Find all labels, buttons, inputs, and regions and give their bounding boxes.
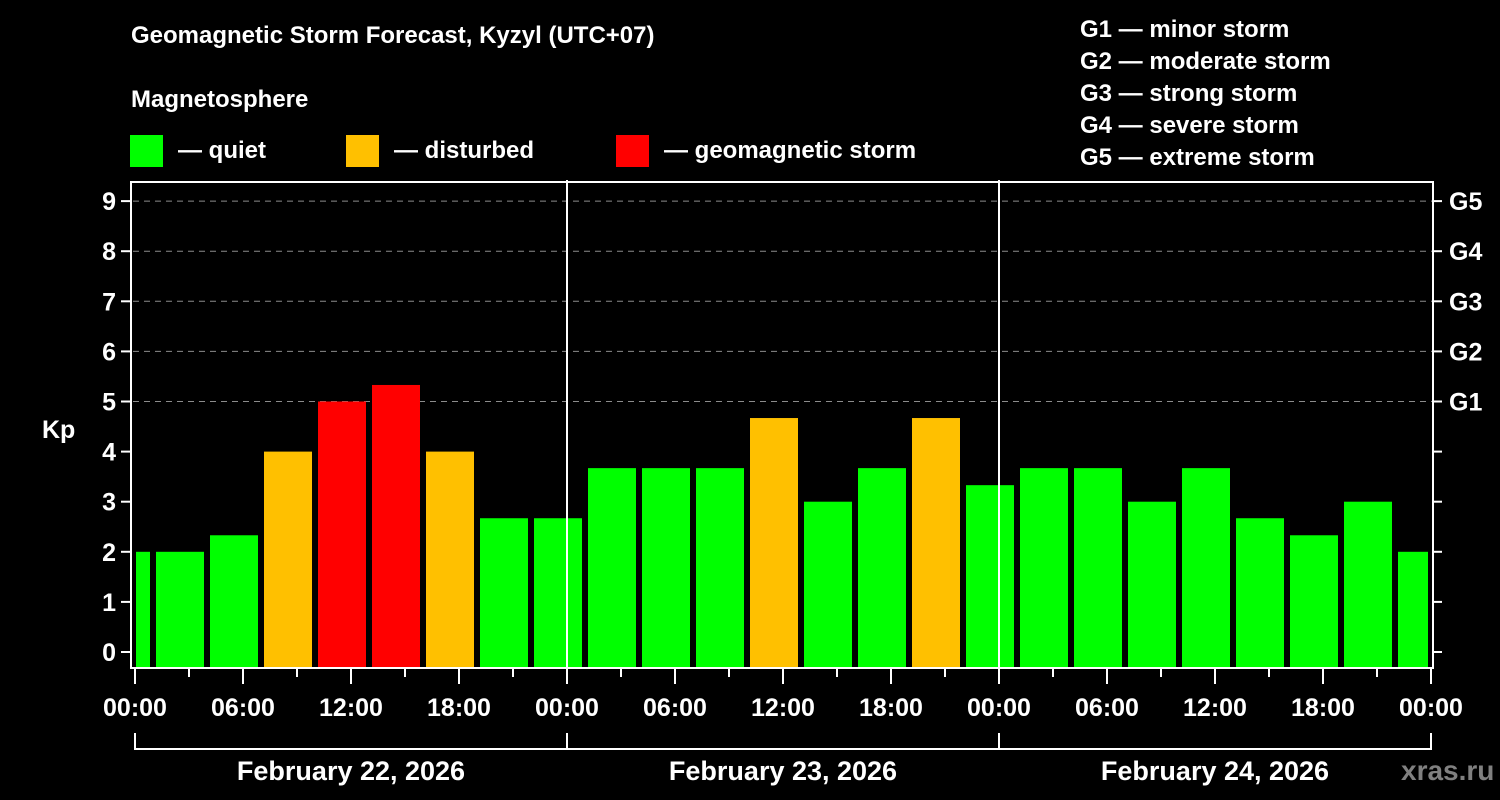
g-scale-label: G3 <box>1449 288 1482 316</box>
y-tick-label: 4 <box>102 439 116 467</box>
x-tick-label: 12:00 <box>1183 694 1247 722</box>
storm-scale-g1: G1 — minor storm <box>1080 16 1290 43</box>
kp-bar <box>156 551 204 668</box>
y-tick-label: 8 <box>102 238 116 266</box>
kp-bar <box>1074 468 1122 668</box>
x-tick-label: 00:00 <box>967 694 1031 722</box>
kp-bar <box>750 418 798 668</box>
kp-bar <box>1020 468 1068 668</box>
storm-scale-g3: G3 — strong storm <box>1080 80 1298 107</box>
y-tick-label: 0 <box>102 639 116 667</box>
date-label: February 22, 2026 <box>237 756 465 786</box>
kp-bar <box>480 518 528 668</box>
y-tick-label: 1 <box>102 589 116 617</box>
legend-label-quiet: — quiet <box>178 137 266 164</box>
kp-bar <box>1182 468 1230 668</box>
g-scale-label: G5 <box>1449 188 1482 216</box>
y-tick-label: 3 <box>102 489 116 517</box>
chart-title: Geomagnetic Storm Forecast, Kyzyl (UTC+0… <box>131 22 655 49</box>
kp-bar <box>642 468 690 668</box>
y-axis-label: Kp <box>42 416 75 444</box>
legend-swatch-quiet <box>130 135 163 167</box>
x-tick-label: 00:00 <box>103 694 167 722</box>
date-label: February 24, 2026 <box>1101 756 1329 786</box>
kp-bar <box>1128 501 1176 668</box>
kp-bar <box>318 401 366 668</box>
kp-bar <box>912 418 960 668</box>
kp-bar <box>1398 551 1428 668</box>
date-label: February 23, 2026 <box>669 756 897 786</box>
x-tick-label: 06:00 <box>643 694 707 722</box>
kp-bar <box>966 485 1014 668</box>
legend-swatch-storm <box>616 135 649 167</box>
x-tick-label: 00:00 <box>535 694 599 722</box>
legend-swatch-disturbed <box>346 135 379 167</box>
legend-quiet: — quiet <box>130 135 266 167</box>
y-tick-label: 9 <box>102 188 116 216</box>
x-tick-label: 18:00 <box>1291 694 1355 722</box>
g-scale-label: G4 <box>1449 238 1482 266</box>
storm-scale-legend: G1 — minor storm G2 — moderate storm G3 … <box>1080 14 1331 174</box>
kp-bar <box>588 468 636 668</box>
y-tick-label: 6 <box>102 338 116 366</box>
storm-scale-g4: G4 — severe storm <box>1080 112 1299 139</box>
kp-bar <box>534 518 582 668</box>
y-tick-label: 2 <box>102 539 116 567</box>
y-tick-label: 5 <box>102 389 116 417</box>
x-tick-label: 18:00 <box>427 694 491 722</box>
kp-bar <box>136 551 150 668</box>
legend-disturbed: — disturbed <box>346 135 534 167</box>
kp-bar <box>210 535 258 668</box>
kp-bar <box>1290 535 1338 668</box>
watermark: xras.ru <box>1401 755 1495 786</box>
x-tick-label: 18:00 <box>859 694 923 722</box>
g-scale-label: G1 <box>1449 389 1482 417</box>
y-tick-label: 7 <box>102 288 116 316</box>
storm-scale-g2: G2 — moderate storm <box>1080 48 1331 75</box>
kp-bar <box>804 501 852 668</box>
kp-bar <box>858 468 906 668</box>
legend-label-disturbed: — disturbed <box>394 137 535 164</box>
legend-storm: — geomagnetic storm <box>616 135 916 167</box>
g-scale-label: G2 <box>1449 338 1482 366</box>
x-tick-label: 12:00 <box>319 694 383 722</box>
kp-bar <box>1344 501 1392 668</box>
x-tick-label: 06:00 <box>1075 694 1139 722</box>
x-tick-label: 12:00 <box>751 694 815 722</box>
x-tick-label: 06:00 <box>211 694 275 722</box>
kp-bar <box>426 451 474 668</box>
kp-bar <box>372 384 420 668</box>
kp-bar <box>264 451 312 668</box>
chart-subtitle: Magnetosphere <box>131 86 309 113</box>
storm-scale-g5: G5 — extreme storm <box>1080 144 1315 171</box>
kp-bar <box>1236 518 1284 668</box>
x-tick-label: 00:00 <box>1399 694 1463 722</box>
kp-bar <box>696 468 744 668</box>
legend-label-storm: — geomagnetic storm <box>664 137 917 164</box>
